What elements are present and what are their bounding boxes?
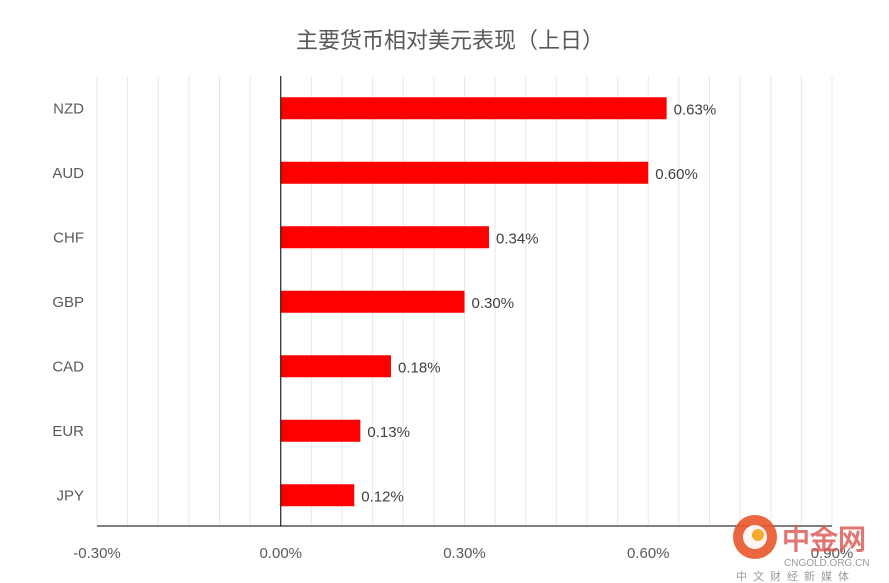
category-label: EUR — [52, 423, 84, 440]
chart-title: 主要货币相对美元表现（上日） — [296, 29, 604, 54]
category-label: CHF — [53, 229, 84, 246]
category-label: NZD — [53, 100, 84, 117]
bar-aud — [280, 161, 649, 184]
data-label: 0.34% — [496, 230, 539, 247]
data-label: 0.18% — [398, 359, 441, 376]
data-label: 0.12% — [361, 488, 404, 505]
x-tick-label: 0.90% — [811, 545, 854, 562]
category-label: AUD — [52, 165, 84, 182]
x-tick-label: 0.00% — [259, 545, 302, 562]
bar-cad — [280, 355, 391, 378]
x-tick-label: -0.30% — [73, 545, 121, 562]
x-tick-label: 0.30% — [443, 545, 486, 562]
watermark-site: CNGOLD.ORG.CN — [784, 558, 870, 569]
bar-jpy — [280, 484, 355, 507]
data-label: 0.60% — [655, 166, 698, 183]
bars — [280, 97, 667, 507]
bar-gbp — [280, 290, 465, 313]
category-label: CAD — [52, 358, 84, 375]
watermark-logo-text: 中金网 — [782, 523, 866, 556]
category-label: GBP — [52, 294, 84, 311]
data-label: 0.30% — [472, 295, 515, 312]
data-label: 0.13% — [367, 424, 410, 441]
x-tick-label: 0.60% — [627, 545, 670, 562]
labels: NZD 0.63% AUD 0.60% CHF 0.34% GBP 0.30% CAD 0.18%… — [52, 100, 853, 562]
watermark-tagline: 中文财经新媒体 — [736, 569, 855, 583]
watermark: 中金网 CNGOLD.ORG.CN 中文财经新媒体 — [733, 515, 870, 583]
axes — [97, 76, 832, 527]
bar-eur — [280, 419, 361, 442]
data-label: 0.63% — [674, 101, 717, 118]
bar-nzd — [280, 97, 667, 120]
category-label: JPY — [56, 487, 84, 504]
bar-chf — [280, 226, 489, 249]
